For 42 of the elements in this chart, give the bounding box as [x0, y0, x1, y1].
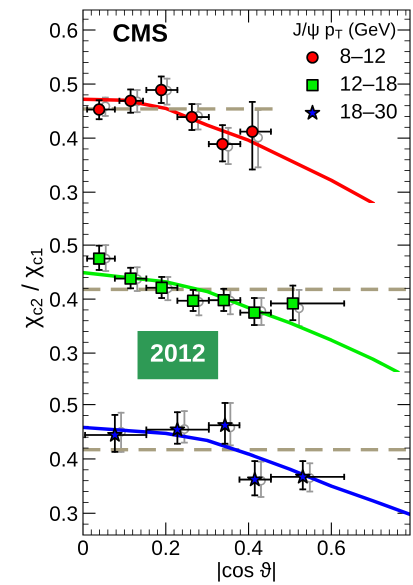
- annotation: CMS: [113, 24, 168, 42]
- y-tick-label: 0.3: [50, 506, 78, 522]
- x-tick-label: 0.6: [318, 540, 345, 556]
- legend-label: 18–30: [341, 104, 397, 119]
- annotation: 2012: [150, 344, 205, 362]
- y-tick-label: 0.5: [50, 77, 78, 92]
- line-series: [83, 270, 400, 372]
- point: [155, 84, 168, 96]
- legend-label: 12–18: [341, 76, 397, 91]
- y-tick-label: 0.5: [50, 238, 78, 253]
- point: [218, 294, 230, 306]
- point: [124, 272, 137, 285]
- x-tick-label: 0.4: [234, 540, 262, 556]
- point: [155, 282, 168, 294]
- x-axis-title: |cos ϑ|: [218, 562, 275, 582]
- line-series: [83, 426, 410, 516]
- point: [216, 138, 229, 150]
- point: [246, 125, 259, 138]
- y-tick-label: 0.5: [50, 398, 78, 412]
- point: [92, 103, 106, 116]
- point: [248, 306, 261, 319]
- y-tick-label: 0.4: [50, 131, 78, 146]
- y-tick-label: 0.4: [50, 452, 78, 467]
- point: [286, 297, 300, 310]
- point: [217, 417, 233, 432]
- y-tick-label: 0.6: [50, 23, 78, 38]
- point: [186, 294, 200, 307]
- point: [247, 471, 263, 486]
- point: [186, 110, 198, 124]
- x-tick-label: 0: [78, 540, 88, 556]
- x-tick-label: 0.2: [152, 540, 180, 556]
- y-tick-label: 0.3: [50, 346, 78, 361]
- point: [107, 426, 123, 442]
- legend-title: J/ψ p$_{T}$ (GeV): [293, 22, 396, 40]
- y-axis-title: χ$_{c2}$ / χ$_{c1}$: [21, 248, 44, 328]
- point: [124, 94, 137, 108]
- y-tick-label: 0.3: [50, 185, 78, 200]
- y-tick-label: 0.4: [50, 292, 78, 307]
- point: [295, 468, 311, 484]
- point: [92, 252, 106, 265]
- legend-label: 8–12: [340, 48, 385, 64]
- point: [170, 421, 186, 436]
